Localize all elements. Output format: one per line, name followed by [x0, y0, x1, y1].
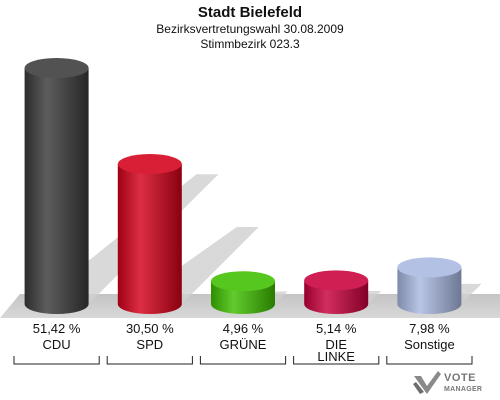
logo-line2: MANAGER: [444, 386, 483, 393]
category-bracket: [386, 356, 473, 365]
chart-title: Stadt Bielefeld: [197, 4, 303, 21]
bar-sonstige: [397, 267, 462, 314]
category-label: CDU: [43, 337, 71, 352]
category-bracket: [293, 356, 380, 365]
bar-top: [211, 271, 275, 292]
category-bracket: [106, 356, 193, 365]
category-label: Sonstige: [404, 337, 455, 352]
value-label: 5,14 %: [316, 321, 357, 336]
bar-top: [117, 154, 182, 175]
value-label: 7,98 %: [409, 321, 450, 336]
category-bracket: [13, 356, 100, 365]
bar-top: [304, 270, 369, 291]
bar-top: [24, 58, 89, 78]
bar-spd: [117, 164, 182, 314]
vote-manager-logo: VOTE MANAGER: [412, 370, 492, 396]
category-label: LINKE: [317, 349, 355, 364]
bar-cdu: [24, 68, 89, 314]
vote-check-icon: [413, 371, 441, 394]
value-label: 4,96 %: [223, 321, 264, 336]
bar-top: [397, 257, 462, 278]
category-label: GRÜNE: [220, 337, 267, 352]
category-bracket: [199, 356, 287, 365]
category-label: DIE: [325, 337, 347, 352]
value-label: 51,42 %: [33, 321, 81, 336]
district-label: Stimmbezirk 023.3: [200, 37, 300, 51]
logo-line1: VOTE: [444, 372, 476, 384]
category-label: SPD: [136, 337, 163, 352]
value-label: 30,50 %: [126, 321, 174, 336]
chart-subtitle: Bezirksvertretungswahl 30.08.2009: [156, 22, 344, 36]
chart-header: Stadt Bielefeld Bezirksvertretungswahl 3…: [0, 4, 500, 52]
